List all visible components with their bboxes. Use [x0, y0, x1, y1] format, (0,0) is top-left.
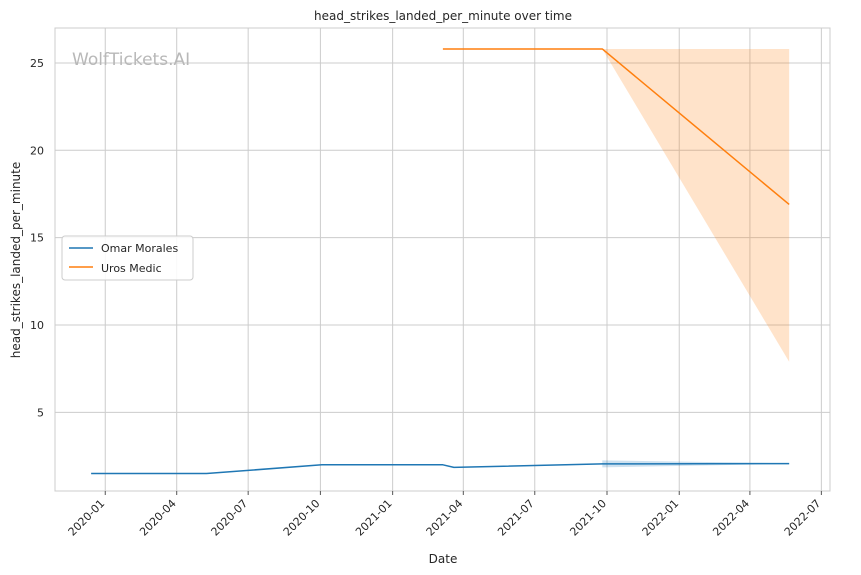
- series-lines: [90, 47, 791, 475]
- line-uros-medic: [442, 48, 790, 206]
- legend-box: [61, 235, 194, 281]
- point-omar-morales: [452, 466, 455, 469]
- chart-title: head_strikes_landed_per_minute over time: [314, 9, 572, 23]
- y-tick-label: 5: [37, 406, 44, 419]
- x-axis-label: Date: [429, 552, 458, 566]
- y-axis-label: head_strikes_landed_per_minute: [9, 162, 23, 359]
- plot-frame: [54, 27, 831, 492]
- band-uros-medic: [602, 48, 790, 362]
- y-tick-label: 15: [30, 232, 44, 245]
- legend-label-omar-morales: Omar Morales: [101, 242, 178, 255]
- grid: [55, 28, 830, 491]
- legend: Omar Morales Uros Medic: [61, 235, 194, 281]
- legend-label-uros-medic: Uros Medic: [101, 262, 162, 275]
- y-tick-label: 25: [30, 57, 44, 70]
- point-omar-morales: [320, 463, 323, 466]
- y-tick-label: 10: [30, 319, 44, 332]
- point-omar-morales: [601, 462, 604, 465]
- point-omar-morales: [90, 472, 93, 475]
- point-omar-morales: [205, 472, 208, 475]
- y-tick-label: 20: [30, 144, 44, 157]
- point-omar-morales: [441, 463, 444, 466]
- point-uros-medic: [601, 47, 604, 50]
- point-uros-medic: [441, 47, 444, 50]
- point-uros-medic: [788, 203, 791, 206]
- y-tick-labels: 5 10 15 20 25: [30, 57, 44, 419]
- watermark: WolfTickets.AI: [72, 50, 190, 70]
- point-omar-morales: [788, 462, 791, 465]
- line-omar-morales: [91, 462, 790, 475]
